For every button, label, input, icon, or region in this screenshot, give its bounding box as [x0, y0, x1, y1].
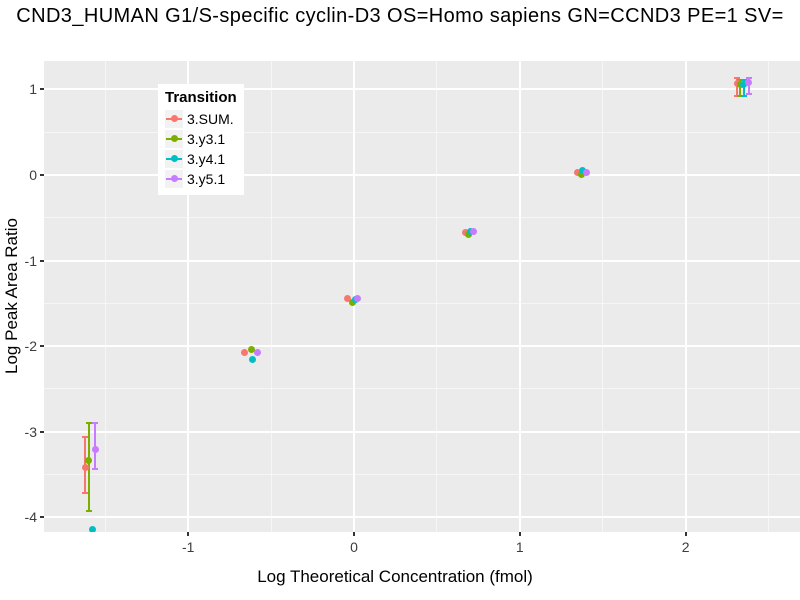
- data-point: [241, 348, 249, 356]
- gridline-minor: [436, 61, 438, 532]
- data-point: [81, 464, 89, 472]
- gridline-minor: [104, 61, 106, 532]
- gridline-minor: [44, 217, 800, 219]
- y-tick-mark: [40, 516, 44, 519]
- error-bar: [736, 78, 738, 97]
- gridline-major: [684, 61, 687, 532]
- data-point: [343, 294, 351, 302]
- legend-key-dot: [171, 135, 178, 142]
- x-tick-label: 0: [350, 539, 358, 555]
- legend-items: 3.SUM. 3.y3.1 3.y4.1 3.y5.1: [165, 109, 237, 189]
- gridline-major: [187, 61, 190, 532]
- error-bar: [747, 78, 750, 95]
- legend-item: 3.y3.1: [165, 129, 237, 149]
- errorbar-point-key-icon: [165, 170, 183, 188]
- data-point: [577, 170, 585, 178]
- errorbar-point-key-icon: [165, 110, 183, 128]
- error-bar-cap: [745, 77, 752, 80]
- data-point: [464, 231, 472, 239]
- legend-item-label: 3.y5.1: [187, 171, 226, 187]
- data-point: [582, 168, 590, 176]
- legend-key-dot: [171, 155, 178, 162]
- data-point: [469, 227, 477, 235]
- y-tick-label: -1: [24, 252, 37, 269]
- gridline-minor: [44, 302, 800, 304]
- gridline-major: [44, 516, 800, 519]
- legend-item: 3.SUM.: [165, 109, 237, 129]
- errorbar-point-key-icon: [165, 150, 183, 168]
- data-point: [247, 346, 255, 354]
- error-bar-cap: [737, 95, 744, 98]
- error-bar-cap: [92, 468, 99, 471]
- x-tick-label: 2: [681, 539, 690, 555]
- error-bar-cap: [737, 78, 744, 81]
- error-bar-cap: [92, 422, 99, 425]
- y-tick-label: 0: [29, 166, 37, 183]
- plot-title: CND3_HUMAN G1/S-specific cyclin-D3 OS=Ho…: [16, 5, 784, 27]
- y-tick-label: -4: [24, 509, 37, 526]
- data-point: [740, 80, 748, 88]
- legend-item-label: 3.y3.1: [187, 131, 226, 147]
- data-point: [745, 78, 753, 86]
- gridline-minor: [768, 61, 769, 532]
- legend-title: Transition: [165, 89, 237, 106]
- y-tick-mark: [40, 430, 44, 433]
- error-bar-cap: [740, 95, 747, 98]
- gridline-minor: [44, 131, 800, 133]
- x-tick-mark: [518, 532, 521, 536]
- gridline-major: [44, 345, 800, 348]
- gridline-major: [44, 173, 800, 176]
- error-bar-cap: [745, 93, 752, 96]
- legend: Transition 3.SUM. 3.y3.1 3.y4.1 3.y5.1: [158, 84, 244, 195]
- gridline-minor: [602, 61, 604, 532]
- legend-key-dot: [171, 175, 178, 182]
- data-point: [249, 355, 257, 363]
- data-point: [88, 525, 96, 532]
- y-tick-label: -3: [24, 423, 37, 440]
- y-tick-mark: [40, 345, 44, 348]
- error-bar-cap: [740, 78, 747, 81]
- data-point: [254, 348, 262, 356]
- gridline-minor: [44, 388, 800, 390]
- gridline-major: [44, 259, 800, 262]
- legend-key-dot: [171, 115, 178, 122]
- x-tick-label: 1: [515, 539, 524, 555]
- x-tick-label: -1: [182, 539, 195, 555]
- errorbar-point-key-icon: [165, 130, 183, 148]
- gridline-minor: [270, 61, 272, 532]
- gridline-major: [44, 88, 800, 91]
- legend-item-label: 3.y4.1: [187, 151, 226, 167]
- error-bar: [742, 79, 745, 97]
- data-point: [91, 446, 99, 454]
- data-point: [353, 294, 361, 302]
- error-bar-cap: [82, 492, 89, 495]
- legend-item: 3.y5.1: [165, 169, 237, 189]
- legend-item-label: 3.SUM.: [187, 111, 234, 127]
- data-point: [348, 298, 356, 306]
- x-tick-mark: [353, 532, 356, 536]
- y-tick-label: -2: [24, 338, 37, 355]
- error-bar-cap: [85, 422, 92, 425]
- error-bar-cap: [734, 77, 740, 80]
- error-bar-cap: [82, 435, 89, 438]
- y-tick-mark: [40, 259, 44, 262]
- x-tick-mark: [187, 532, 190, 536]
- x-axis-title: Log Theoretical Concentration (fmol): [257, 567, 533, 586]
- x-tick-mark: [684, 532, 687, 536]
- error-bar-cap: [734, 95, 740, 98]
- legend-item: 3.y4.1: [165, 149, 237, 169]
- gridline-major: [518, 61, 521, 532]
- y-tick-mark: [40, 88, 44, 91]
- data-point: [85, 457, 93, 465]
- y-tick-label: 1: [29, 81, 37, 98]
- gridline-minor: [44, 474, 800, 476]
- y-tick-mark: [40, 173, 44, 176]
- gridline-major: [44, 430, 800, 433]
- error-bar-cap: [85, 510, 92, 513]
